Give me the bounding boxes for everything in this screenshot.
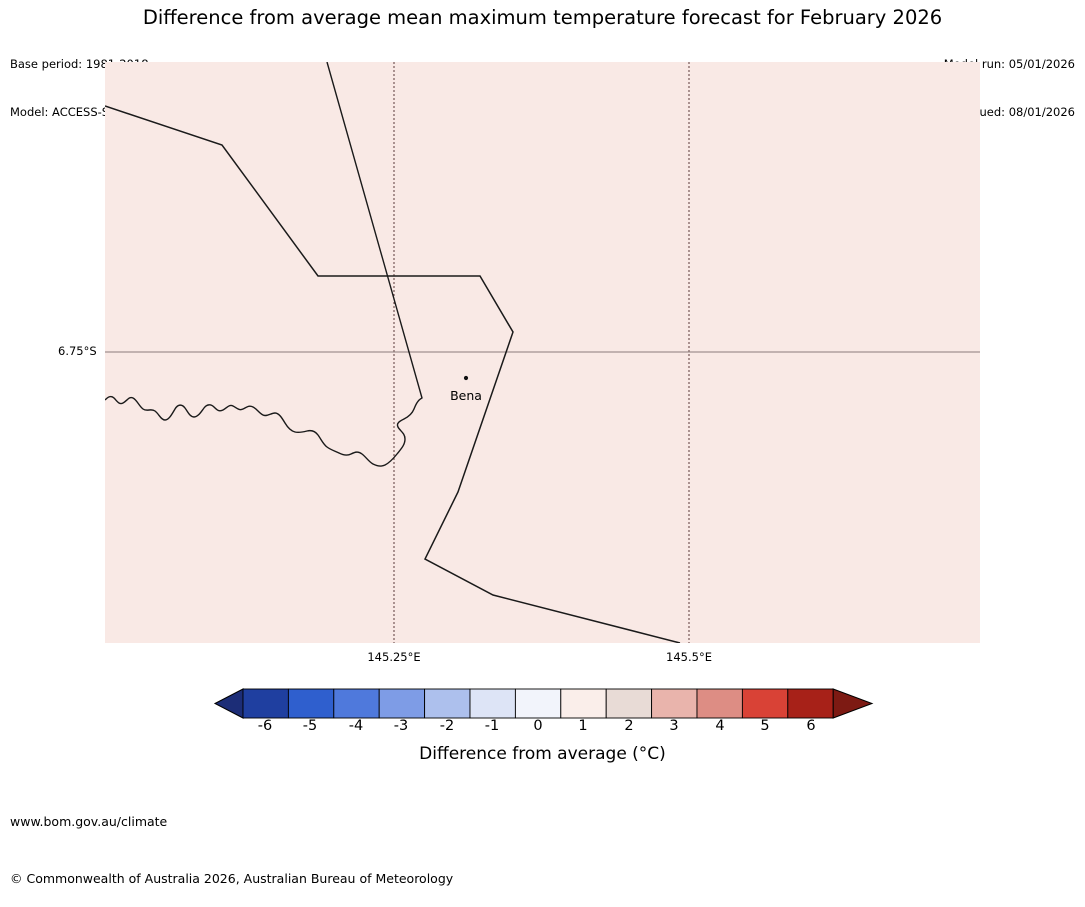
- colorbar-cell: [696, 688, 743, 719]
- colorbar-svg: [213, 688, 874, 719]
- colorbar-cell: [424, 688, 471, 719]
- colorbar-extend-low: [213, 688, 244, 719]
- colorbar-cell: [651, 688, 698, 719]
- page-title: Difference from average mean maximum tem…: [142, 6, 943, 29]
- colorbar-cell: [378, 688, 426, 719]
- river-coastline-path: [105, 62, 423, 467]
- colorbar-tick-label: -6: [257, 718, 273, 734]
- footer: www.bom.gov.au/climate © Commonwealth of…: [10, 774, 453, 907]
- colorbar-cell: [787, 688, 834, 719]
- city-marker-bena[interactable]: [463, 375, 469, 381]
- colorbar-cell: [242, 688, 289, 719]
- province-border-line: [105, 105, 681, 643]
- colorbar-cell: [741, 688, 789, 719]
- colorbar-cell: [605, 688, 653, 719]
- metadata-left: Base period: 1981-2018 Model: ACCESS-S2: [10, 24, 149, 136]
- colorbar-tick-label: -4: [348, 718, 364, 734]
- colorbar-tick-label: -3: [393, 718, 409, 734]
- colorbar-cell: [469, 688, 516, 719]
- map-panel[interactable]: [105, 62, 980, 643]
- footer-url[interactable]: www.bom.gov.au/climate: [10, 814, 168, 829]
- city-label-bena: Bena: [450, 388, 482, 403]
- colorbar-cell: [560, 688, 607, 719]
- axis-label-latitude-6-75: 6.75°S: [58, 344, 97, 358]
- colorbar-axis-label: Difference from average (°C): [419, 744, 666, 764]
- colorbar-tick-label: 5: [760, 718, 770, 734]
- colorbar-tick-label: 1: [578, 718, 588, 734]
- colorbar-tick-labels: -6 -5 -4 -3 -2 -1 0 1 2 3 4 5 6: [0, 718, 1085, 740]
- colorbar-cell: [333, 688, 380, 719]
- model-text: Model: ACCESS-S2: [10, 105, 117, 119]
- colorbar-cell: [287, 688, 335, 719]
- colorbar-extend-high: [832, 688, 874, 719]
- colorbar-tick-label: 3: [669, 718, 679, 734]
- axis-label-longitude-145-25: 145.25°E: [367, 650, 421, 664]
- colorbar-tick-label: -1: [484, 718, 500, 734]
- footer-copyright: © Commonwealth of Australia 2026, Austra…: [10, 871, 454, 886]
- axis-label-longitude-145-5: 145.5°E: [666, 650, 712, 664]
- colorbar-tick-label: 2: [624, 718, 634, 734]
- colorbar[interactable]: [0, 686, 1085, 722]
- colorbar-tick-label: 4: [715, 718, 725, 734]
- colorbar-tick-label: 0: [533, 718, 543, 734]
- colorbar-tick-label: -2: [439, 718, 455, 734]
- colorbar-tick-label: -5: [302, 718, 318, 734]
- colorbar-tick-label: 6: [806, 718, 816, 734]
- map-svg: [105, 62, 980, 643]
- colorbar-cell: [514, 688, 562, 719]
- colorbar-swatches: [213, 688, 874, 719]
